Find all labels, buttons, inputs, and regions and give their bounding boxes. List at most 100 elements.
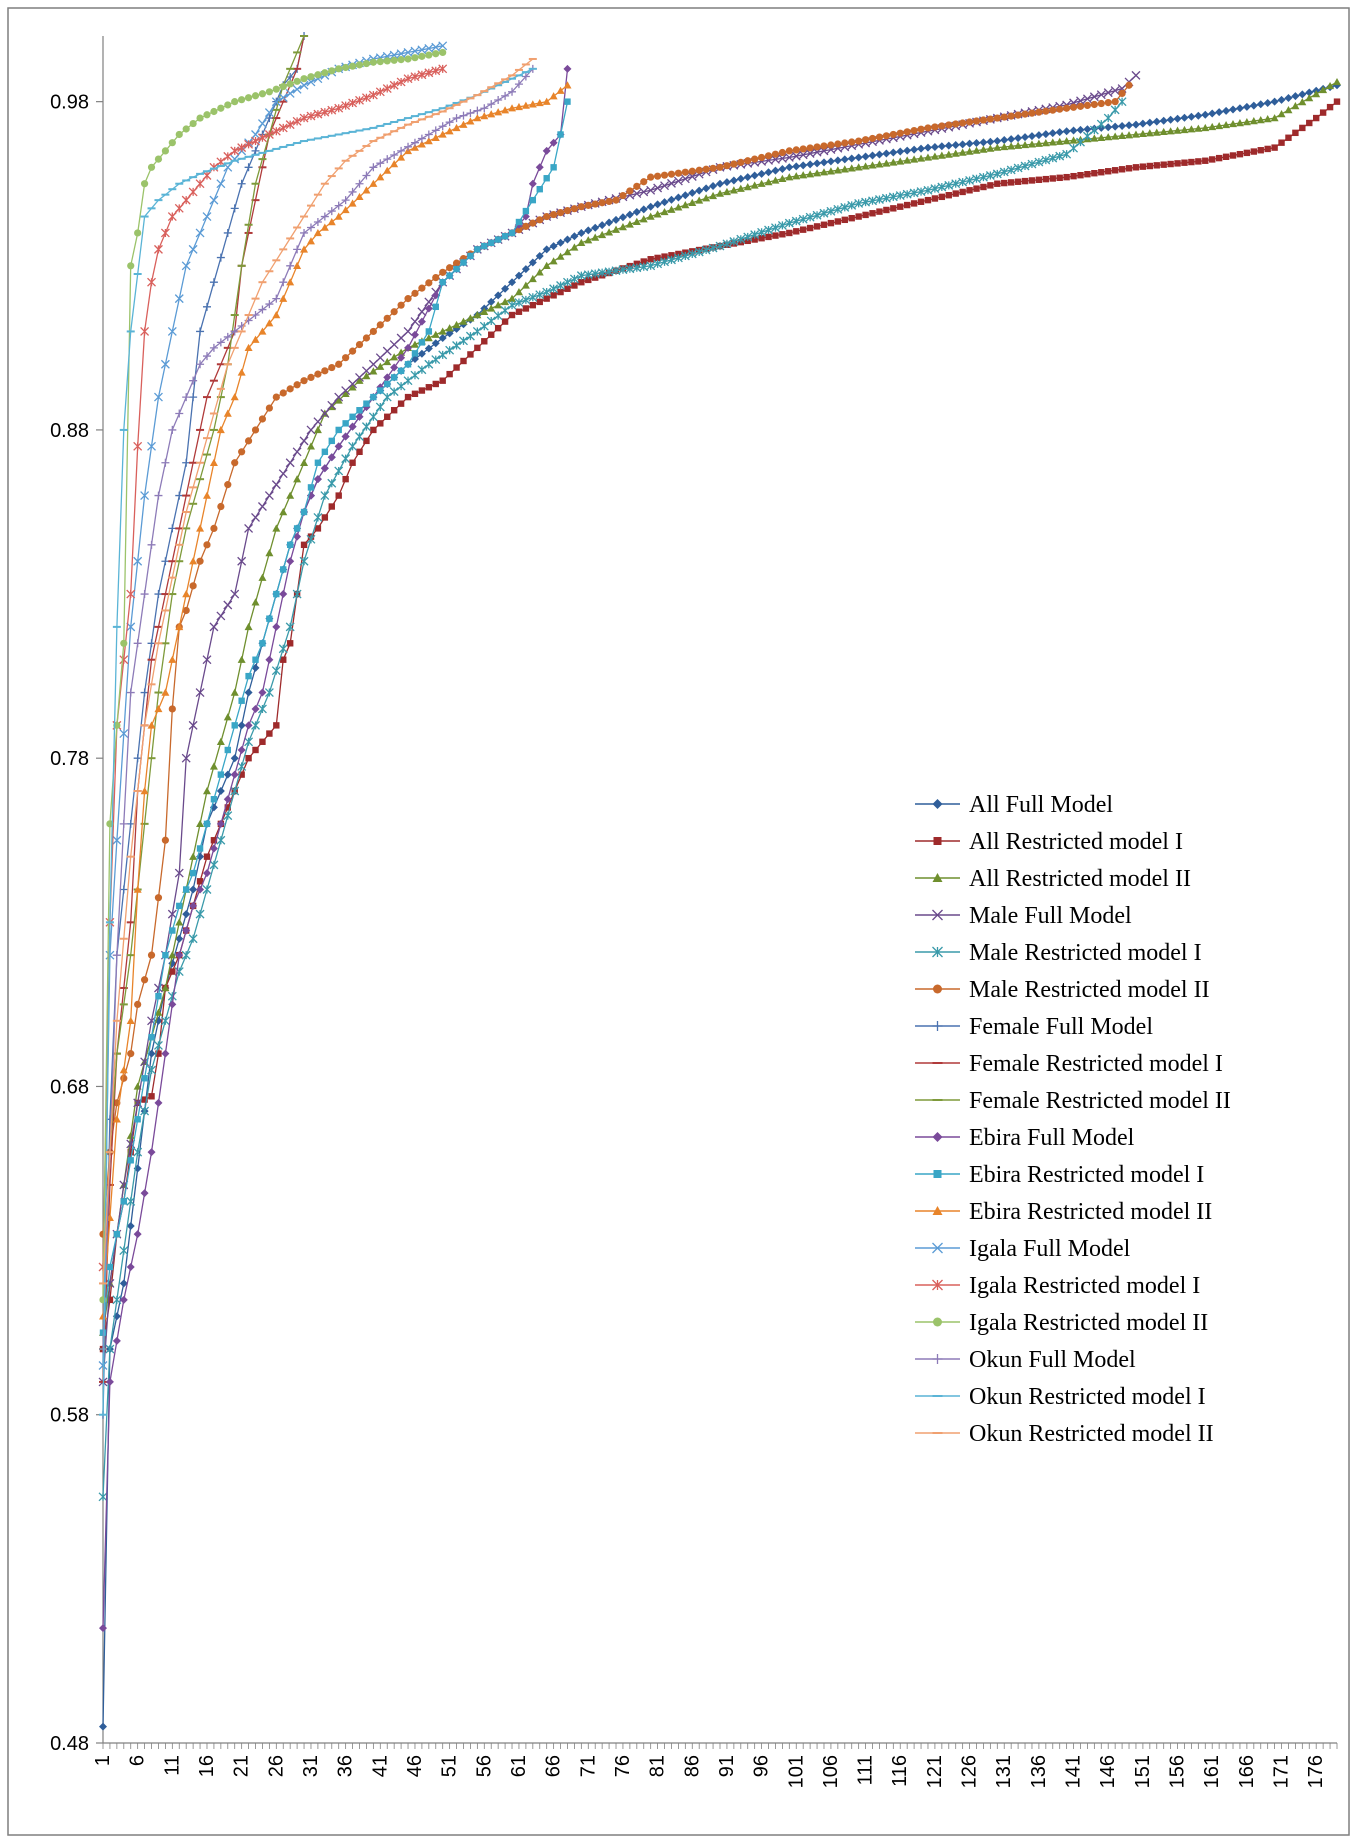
data-point [1034, 157, 1044, 167]
data-point [1084, 171, 1091, 178]
data-point [133, 639, 142, 648]
data-point [188, 244, 198, 254]
data-point [474, 344, 481, 352]
data-point [820, 142, 828, 150]
data-point [209, 622, 219, 632]
data-point [868, 196, 877, 206]
data-point [1090, 134, 1099, 142]
data-point [230, 146, 240, 156]
data-point [563, 235, 572, 244]
data-point [993, 137, 1002, 146]
data-point [245, 754, 252, 762]
data-point [230, 589, 240, 599]
data-point [473, 106, 482, 115]
data-point [932, 1354, 943, 1364]
data-point [209, 278, 218, 287]
data-point [564, 98, 571, 105]
data-point [189, 869, 197, 877]
data-point [945, 192, 952, 199]
data-point [396, 333, 406, 343]
data-point [202, 787, 211, 795]
data-point [306, 534, 316, 544]
data-point [174, 203, 184, 213]
data-point [771, 166, 780, 175]
data-point [840, 155, 849, 164]
x-tick-label: 51 [439, 1755, 461, 1777]
data-point [176, 902, 183, 910]
data-point [487, 297, 496, 306]
data-point [1222, 106, 1231, 115]
data-point [390, 407, 398, 414]
data-point [251, 311, 260, 320]
data-point [202, 885, 212, 894]
data-point [896, 129, 904, 137]
legend-item: Okun Restricted model II [915, 1421, 1214, 1447]
data-point [730, 160, 738, 168]
data-point [195, 179, 205, 189]
data-point [750, 181, 759, 189]
data-point [431, 291, 440, 300]
data-point [224, 101, 232, 109]
data-point [133, 754, 142, 763]
data-point [535, 163, 544, 172]
data-point [932, 799, 943, 809]
data-point [160, 359, 170, 369]
data-point [930, 142, 939, 151]
data-point [1104, 123, 1113, 132]
data-point [98, 1492, 108, 1502]
y-tick-label: 0.98 [50, 92, 89, 114]
data-point [106, 1296, 114, 1304]
data-point [264, 688, 274, 697]
data-point [271, 97, 281, 107]
data-point [1111, 132, 1120, 140]
data-point [932, 1132, 943, 1142]
data-point [300, 75, 308, 83]
data-point [480, 112, 489, 120]
legend-label: Okun Full Model [969, 1347, 1136, 1373]
data-point [119, 655, 129, 665]
data-point [417, 317, 426, 326]
y-tick-label: 0.58 [50, 1405, 89, 1427]
data-point [390, 160, 399, 168]
data-point [148, 1034, 155, 1041]
data-point [715, 241, 725, 251]
data-point [687, 172, 697, 181]
data-point [112, 1336, 121, 1345]
data-point [390, 363, 399, 372]
legend-item: Male Full Model [915, 903, 1132, 929]
data-point [882, 132, 890, 140]
series-6 [99, 81, 1133, 1238]
data-point [598, 221, 607, 230]
legend-item: Female Restricted model I [915, 1051, 1223, 1077]
data-point [286, 73, 295, 82]
data-point [937, 151, 946, 159]
data-point [993, 114, 1001, 122]
data-point [1305, 88, 1314, 97]
data-point [959, 188, 966, 196]
data-point [564, 285, 571, 292]
data-point [500, 305, 510, 315]
data-point [223, 409, 232, 417]
x-tick-label: 126 [959, 1755, 981, 1788]
data-point [826, 167, 835, 175]
x-tick-label: 151 [1132, 1755, 1154, 1788]
x-tick-label: 36 [335, 1755, 357, 1777]
data-point [786, 229, 793, 237]
data-point [577, 228, 586, 237]
data-point [384, 413, 391, 420]
data-point [126, 1196, 136, 1206]
data-point [230, 754, 239, 763]
data-point [244, 139, 254, 149]
data-point [361, 93, 371, 103]
data-point [99, 1296, 107, 1304]
data-point [321, 367, 329, 375]
data-point [549, 242, 558, 251]
x-tick-label: 116 [889, 1755, 911, 1787]
data-point [1215, 108, 1224, 117]
data-point [328, 363, 336, 372]
data-point [383, 373, 392, 382]
data-point [653, 200, 662, 209]
data-point [563, 248, 572, 256]
data-point [410, 138, 419, 147]
data-point [189, 119, 197, 128]
